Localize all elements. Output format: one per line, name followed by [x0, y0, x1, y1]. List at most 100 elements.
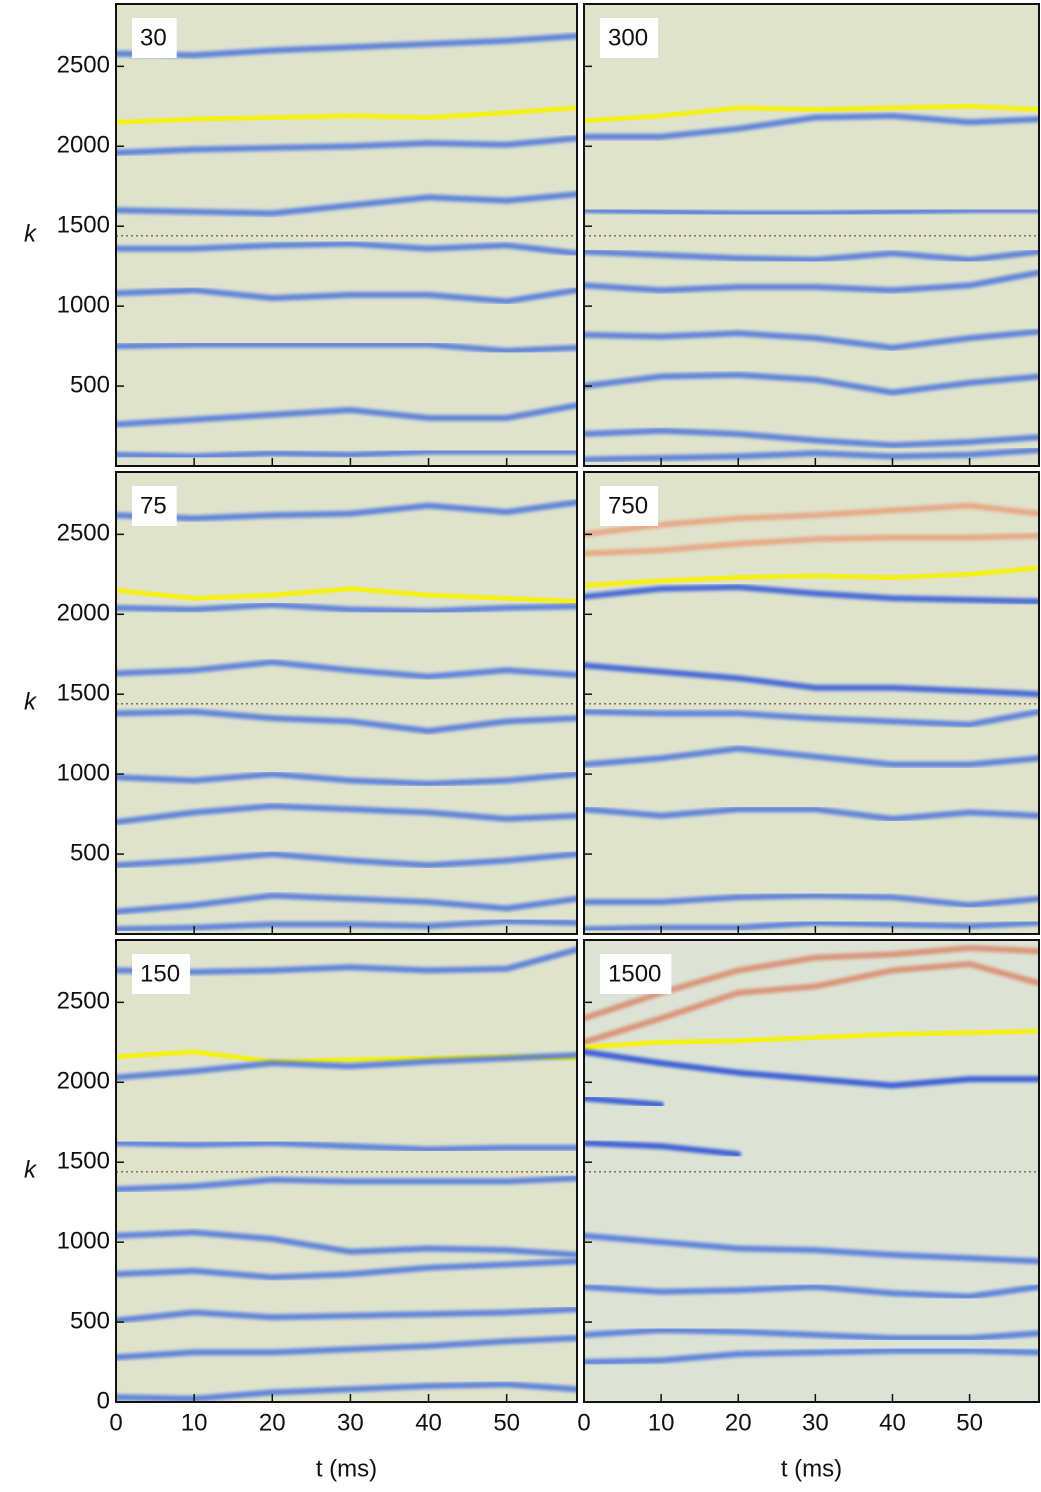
y-tick-label: 2000 [57, 132, 110, 159]
trace [116, 659, 577, 680]
y-tick-label: 1500 [57, 212, 110, 239]
x-tick-label: 30 [802, 1409, 829, 1436]
x-tick-label: 50 [493, 1409, 520, 1436]
panel-label: 750 [608, 492, 648, 519]
trace [116, 803, 577, 826]
trace [116, 402, 577, 428]
panel-label: 150 [140, 960, 180, 987]
x-tick-label: 20 [725, 1409, 752, 1436]
y-tick-label: 2500 [57, 52, 110, 79]
trace [584, 1327, 1039, 1342]
y-tick-label: 1500 [57, 1148, 110, 1175]
panel: 300 [583, 3, 1040, 467]
y-tick-label: 1500 [57, 680, 110, 707]
plot-background [584, 4, 1039, 466]
trace [116, 287, 577, 305]
traces [584, 502, 1039, 933]
x-tick-label: 20 [259, 1409, 286, 1436]
trace [584, 371, 1039, 396]
y-tick-label: 0 [97, 1387, 110, 1414]
panel-label-box [132, 18, 177, 58]
trace [116, 708, 577, 734]
plot-frame [115, 471, 578, 935]
trace [584, 1028, 1039, 1050]
traces [116, 499, 577, 933]
panel-label: 1500 [608, 960, 661, 987]
trace [116, 1258, 577, 1281]
plot-background [116, 472, 577, 934]
x-tick-label: 50 [956, 1409, 983, 1436]
panel: 0 10 20 30 40 50 t (ms) 1500 [577, 939, 1040, 1482]
trace [116, 946, 577, 975]
trace [584, 328, 1039, 351]
trace [584, 103, 1039, 124]
x-tick-label: 0 [109, 1409, 122, 1436]
panel-label: 300 [608, 24, 648, 51]
trace [584, 1048, 1039, 1089]
trace [116, 1140, 577, 1153]
trace [116, 341, 577, 354]
panel-label-box [600, 954, 672, 994]
y-tick-label: 2500 [57, 520, 110, 547]
plot-background [116, 4, 577, 466]
trace [584, 961, 1039, 1046]
y-tick-label: 500 [70, 1307, 110, 1334]
x-tick-label: 0 [577, 1409, 590, 1436]
trace [116, 1052, 577, 1081]
trace [584, 248, 1039, 263]
y-tick-label: 1000 [57, 1227, 110, 1254]
x-tick-label: 10 [648, 1409, 675, 1436]
trace [584, 1232, 1039, 1265]
trace [584, 112, 1039, 140]
y-axis-label: k [24, 688, 38, 715]
trace [584, 708, 1039, 728]
x-tick-label: 30 [337, 1409, 364, 1436]
trace [116, 191, 577, 217]
trace [584, 565, 1039, 588]
y-tick-label: 2000 [57, 1068, 110, 1095]
trace [116, 499, 577, 522]
y-axis-label: k [24, 1156, 38, 1183]
y-axis-label: k [24, 220, 38, 247]
trace [116, 851, 577, 869]
trace [116, 601, 577, 615]
x-tick-label: 10 [181, 1409, 208, 1436]
y-tick-label: 1000 [57, 759, 110, 786]
trace [116, 892, 577, 915]
trace [116, 135, 577, 156]
trace [116, 1175, 577, 1193]
trace [116, 33, 577, 59]
trace [584, 1095, 665, 1108]
traces [116, 33, 577, 460]
plot-frame [583, 939, 1040, 1403]
x-axis-label: t (ms) [316, 1455, 377, 1482]
trace [584, 745, 1039, 768]
trace [584, 662, 1039, 698]
traces [584, 103, 1039, 463]
y-tick-label: 500 [70, 839, 110, 866]
trace [116, 586, 577, 604]
plot-frame [583, 471, 1040, 935]
trace [116, 240, 577, 257]
trace [584, 892, 1039, 909]
panel: 500 1000 1500 2000 2500 k 30 [24, 3, 578, 467]
trace [584, 532, 1039, 557]
y-tick-label: 1000 [57, 291, 110, 318]
trace [116, 105, 577, 125]
trace [116, 1229, 577, 1258]
traces [584, 945, 1039, 1365]
trace [584, 502, 1039, 538]
panel-label-box [132, 486, 177, 526]
trace [584, 584, 1039, 605]
panel-label: 75 [140, 492, 167, 519]
panel-label: 30 [140, 24, 167, 51]
y-tick-label: 2000 [57, 600, 110, 627]
panel: 500 1000 1500 2000 2500 k 75 [24, 471, 578, 935]
plot-background [116, 940, 577, 1402]
trace [584, 806, 1039, 822]
panel: 750 [583, 471, 1040, 935]
y-tick-label: 2500 [57, 988, 110, 1015]
plot-frame [115, 939, 578, 1403]
trace [116, 448, 577, 460]
